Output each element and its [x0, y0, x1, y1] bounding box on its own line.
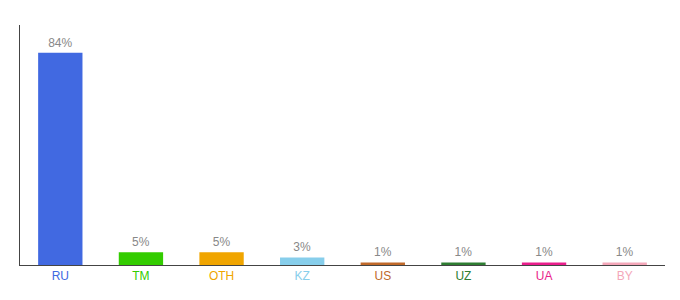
svg-text:UZ: UZ: [455, 269, 471, 283]
svg-text:3%: 3%: [293, 240, 311, 254]
svg-text:RU: RU: [52, 269, 69, 283]
svg-text:BY: BY: [617, 269, 633, 283]
svg-text:UA: UA: [536, 269, 553, 283]
svg-text:1%: 1%: [535, 245, 553, 259]
svg-text:US: US: [374, 269, 391, 283]
svg-text:1%: 1%: [455, 245, 473, 259]
svg-text:TM: TM: [132, 269, 149, 283]
svg-text:1%: 1%: [374, 245, 392, 259]
svg-text:5%: 5%: [132, 235, 150, 249]
svg-text:5%: 5%: [213, 235, 231, 249]
svg-text:KZ: KZ: [295, 269, 310, 283]
svg-text:1%: 1%: [616, 245, 634, 259]
svg-text:84%: 84%: [48, 36, 72, 50]
svg-text:OTH: OTH: [209, 269, 234, 283]
